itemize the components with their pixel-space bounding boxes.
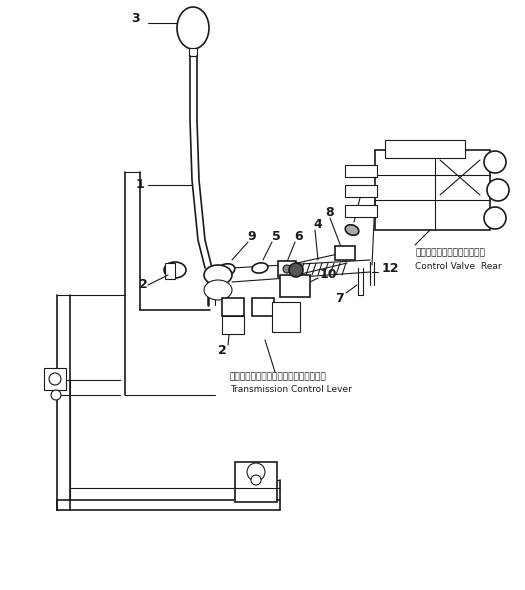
Text: 2: 2 [139, 278, 148, 291]
Bar [252, 298, 274, 316]
Circle shape [487, 179, 509, 201]
Bar [272, 302, 300, 332]
Text: 5: 5 [271, 231, 280, 244]
Bar [345, 205, 377, 217]
Text: 3: 3 [131, 11, 139, 25]
Bar [335, 246, 355, 260]
Text: 4: 4 [313, 218, 322, 231]
Ellipse shape [164, 262, 186, 278]
Circle shape [51, 390, 61, 400]
Ellipse shape [217, 264, 235, 276]
Circle shape [283, 265, 291, 273]
Bar [165, 263, 175, 279]
Text: 7: 7 [335, 291, 344, 304]
Text: Control Valve  Rear: Control Valve Rear [415, 262, 501, 271]
Ellipse shape [247, 463, 265, 481]
Ellipse shape [345, 225, 359, 235]
Bar [235, 462, 277, 502]
Bar [222, 298, 244, 316]
Circle shape [484, 207, 506, 229]
Text: 10: 10 [320, 267, 338, 280]
Bar [278, 261, 296, 277]
Bar [375, 150, 490, 230]
Text: 2: 2 [218, 343, 226, 356]
Text: 6: 6 [295, 231, 303, 244]
Bar [44, 368, 66, 390]
Circle shape [484, 151, 506, 173]
Text: 8: 8 [326, 206, 334, 219]
Ellipse shape [204, 280, 232, 300]
Text: 11: 11 [359, 186, 377, 199]
Ellipse shape [177, 7, 209, 49]
Ellipse shape [204, 265, 232, 285]
Text: Transmission Control Lever: Transmission Control Lever [230, 385, 352, 394]
Circle shape [251, 475, 261, 485]
Text: 9: 9 [248, 231, 256, 244]
Circle shape [289, 263, 303, 277]
Text: 12: 12 [382, 261, 400, 274]
Bar [280, 275, 310, 297]
Ellipse shape [252, 263, 268, 273]
Bar [222, 316, 244, 334]
Text: 1: 1 [135, 179, 144, 192]
Bar [385, 140, 465, 158]
Text: コントロールバルブアッシー: コントロールバルブアッシー [415, 248, 485, 257]
Bar [345, 165, 377, 177]
Bar [189, 48, 197, 56]
Text: トランスミッションコントロールレバー: トランスミッションコントロールレバー [230, 372, 327, 381]
Ellipse shape [49, 373, 61, 385]
Bar [345, 185, 377, 197]
